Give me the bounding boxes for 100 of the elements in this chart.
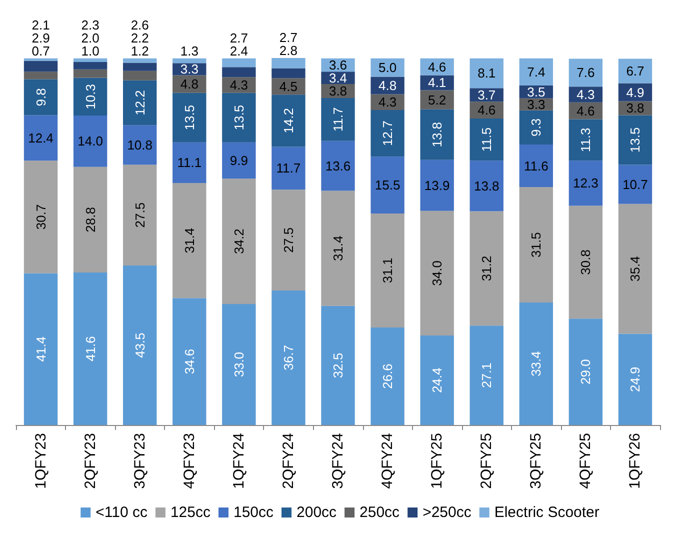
legend-label: 125cc — [170, 504, 211, 521]
data-label: 2.2 — [130, 30, 149, 46]
bar — [519, 302, 553, 425]
data-label: 31.5 — [528, 232, 544, 258]
data-label: 6.7 — [626, 64, 644, 79]
data-label: 31.2 — [479, 256, 494, 282]
bar — [24, 115, 58, 161]
data-label: 3.6 — [328, 57, 348, 72]
data-label: 13.9 — [424, 178, 450, 193]
bar — [470, 326, 504, 425]
bar — [123, 70, 157, 80]
data-label: 35.4 — [628, 256, 643, 282]
bar — [568, 206, 603, 319]
data-label: 10.7 — [622, 176, 648, 192]
data-label: 12.3 — [573, 176, 598, 191]
bar — [73, 62, 108, 70]
data-label: 3.8 — [626, 100, 644, 116]
data-label: 3.3 — [527, 96, 546, 112]
data-label: 4.5 — [279, 78, 298, 94]
bar — [123, 80, 157, 126]
bar — [272, 68, 306, 78]
data-label: 2.3 — [81, 17, 100, 32]
bar — [24, 79, 58, 116]
data-label: 9.3 — [528, 118, 544, 137]
data-label: 24.9 — [628, 366, 643, 392]
bar — [222, 92, 256, 142]
data-label: 3.4 — [328, 70, 348, 86]
data-label: 4.3 — [576, 86, 595, 102]
data-label: 27.1 — [479, 362, 494, 388]
data-label: 11.7 — [330, 107, 346, 132]
bar — [470, 211, 504, 326]
data-label: 2.6 — [130, 17, 149, 32]
bar — [420, 75, 454, 90]
x-tick-label: 1QFY24 — [230, 433, 248, 489]
data-label: 33.4 — [528, 351, 544, 376]
bar — [420, 90, 454, 110]
data-label: 4.6 — [428, 59, 446, 74]
data-label: 11.7 — [276, 160, 301, 176]
data-label: 11.6 — [524, 158, 548, 174]
bar — [24, 60, 58, 72]
bar — [222, 178, 256, 304]
data-label: 2.7 — [230, 30, 248, 46]
x-tick-label: 2QFY24 — [280, 433, 297, 489]
bar — [123, 62, 157, 71]
legend-label: 200cc — [296, 504, 338, 521]
bar — [321, 190, 355, 306]
bar — [73, 116, 108, 167]
legend-label: Electric Scooter — [494, 504, 600, 521]
data-label: 1.2 — [130, 43, 149, 58]
legend-label: 150cc — [233, 504, 274, 521]
bar — [420, 109, 454, 160]
bar — [222, 304, 256, 425]
data-label: 13.8 — [430, 122, 445, 148]
data-label: 27.5 — [280, 227, 296, 253]
bar — [272, 290, 306, 425]
bar — [172, 75, 206, 93]
data-label: 24.4 — [430, 368, 445, 393]
bar — [370, 213, 404, 328]
data-label: 4.1 — [428, 75, 446, 90]
bar — [73, 58, 108, 62]
bar — [222, 142, 256, 179]
bar — [172, 58, 206, 64]
data-label: 28.8 — [82, 207, 98, 232]
bar — [272, 94, 306, 147]
data-label: 4.9 — [626, 84, 644, 100]
bar — [618, 115, 652, 165]
bar — [370, 110, 404, 157]
legend-label: <110 cc — [96, 504, 148, 521]
data-label: 5.2 — [428, 92, 446, 108]
data-label: 4.6 — [478, 102, 496, 118]
bar — [172, 298, 206, 425]
data-label: 1.3 — [180, 43, 198, 58]
bar — [568, 160, 603, 206]
bar — [470, 160, 504, 212]
bar — [321, 306, 355, 425]
x-tick-label: 4QFY23 — [180, 433, 198, 489]
data-label: 33.0 — [231, 352, 246, 378]
data-label: 4.8 — [180, 76, 198, 92]
x-tick-label: 2QFY25 — [478, 433, 496, 489]
bar — [568, 119, 603, 161]
data-label: 30.7 — [33, 204, 48, 230]
data-label: 2.1 — [32, 17, 50, 32]
bar — [73, 272, 108, 425]
bar — [618, 334, 652, 425]
x-tick-label: 4QFY25 — [577, 433, 594, 489]
bar — [73, 69, 108, 78]
bar — [24, 72, 58, 80]
x-tick-label: 1QFY25 — [428, 433, 446, 489]
bar — [370, 76, 404, 94]
bar — [618, 164, 652, 204]
bar — [24, 160, 58, 274]
bar — [568, 58, 603, 87]
data-label: 11.5 — [479, 127, 494, 152]
x-tick-label: 3QFY24 — [330, 433, 346, 489]
bar — [73, 78, 108, 116]
x-tick-label: 1QFY26 — [626, 433, 644, 489]
data-label: 34.0 — [430, 260, 445, 286]
data-label: 26.6 — [380, 364, 396, 389]
data-label: 3.7 — [478, 87, 496, 102]
data-label: 12.2 — [132, 90, 148, 116]
